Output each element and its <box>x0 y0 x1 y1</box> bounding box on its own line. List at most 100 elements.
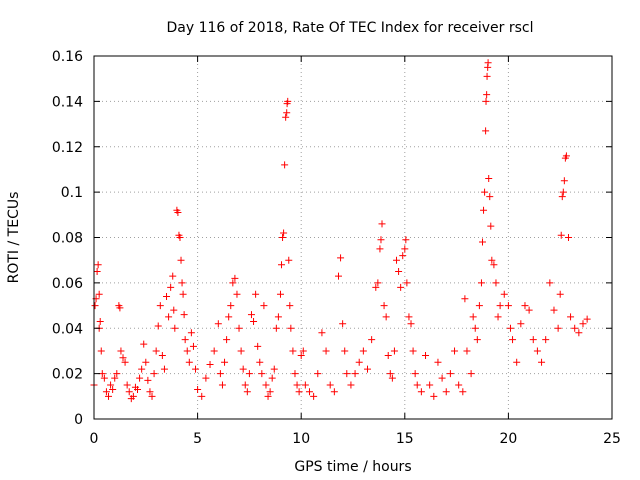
data-point <box>451 347 459 355</box>
data-point <box>285 256 293 264</box>
data-point <box>318 329 326 337</box>
data-point <box>202 374 210 382</box>
data-point <box>422 351 430 359</box>
data-point <box>194 386 202 394</box>
data-point <box>473 336 481 344</box>
data-point <box>322 347 330 355</box>
data-point <box>434 358 442 366</box>
data-point <box>152 347 160 355</box>
data-point <box>347 381 355 389</box>
data-point <box>93 268 101 276</box>
data-point <box>482 127 490 135</box>
data-point <box>189 342 197 350</box>
data-point <box>509 336 517 344</box>
data-point <box>399 252 407 260</box>
data-point <box>185 358 193 366</box>
data-point <box>483 72 491 80</box>
data-point <box>116 304 124 312</box>
data-point <box>295 388 303 396</box>
data-point <box>235 324 243 332</box>
data-point <box>326 381 334 389</box>
chart-title: Day 116 of 2018, Rate Of TEC Index for r… <box>166 20 533 36</box>
data-point <box>417 388 425 396</box>
data-point <box>239 365 247 373</box>
data-point <box>480 206 488 214</box>
data-point <box>95 290 103 298</box>
data-point <box>484 59 492 67</box>
data-point <box>479 238 486 246</box>
data-point <box>475 302 483 310</box>
data-point <box>283 109 291 117</box>
x-tick-label: 25 <box>603 431 621 447</box>
data-point <box>488 256 496 264</box>
data-point <box>140 340 148 348</box>
data-point <box>397 283 405 291</box>
data-point <box>121 358 129 366</box>
data-point <box>247 311 255 319</box>
x-tick-label: 10 <box>292 431 310 447</box>
data-point <box>330 388 338 396</box>
data-point <box>229 279 237 287</box>
y-tick-label: 0.1 <box>61 185 83 201</box>
data-point <box>339 320 347 328</box>
data-point <box>264 392 272 400</box>
data-point <box>492 279 500 287</box>
data-point <box>279 234 287 241</box>
data-point <box>351 370 359 378</box>
data-point <box>167 283 175 291</box>
data-point <box>218 381 226 389</box>
data-point <box>146 388 154 396</box>
data-point <box>117 347 125 355</box>
data-point <box>227 302 235 310</box>
data-point <box>310 392 318 400</box>
x-tick-label: 5 <box>193 431 202 447</box>
data-point <box>407 320 415 328</box>
data-point <box>525 306 533 314</box>
data-point <box>287 324 295 332</box>
data-point <box>538 358 546 366</box>
data-point <box>178 279 186 287</box>
x-tick-label: 0 <box>90 431 99 447</box>
data-point <box>216 370 224 378</box>
data-point <box>438 374 446 382</box>
data-point <box>136 374 144 382</box>
y-axis-title: ROTI / TECUs <box>6 192 22 284</box>
data-point <box>355 358 363 366</box>
data-point <box>163 292 171 300</box>
data-point <box>506 324 514 332</box>
data-point <box>550 306 558 314</box>
data-point <box>513 358 521 366</box>
data-point <box>233 290 241 298</box>
data-point <box>426 381 434 389</box>
data-point <box>258 370 266 378</box>
data-point <box>181 336 189 344</box>
data-point <box>337 254 345 262</box>
data-point <box>583 315 591 323</box>
data-point <box>564 234 572 241</box>
data-point <box>262 381 270 389</box>
data-point <box>409 347 417 355</box>
data-point <box>150 370 158 378</box>
data-point <box>179 290 187 298</box>
data-point <box>125 388 133 396</box>
data-point <box>384 351 392 359</box>
y-tick-label: 0.12 <box>52 140 83 156</box>
data-point <box>210 347 218 355</box>
data-point <box>487 222 495 230</box>
data-point <box>171 324 179 332</box>
data-point <box>245 370 253 378</box>
data-point <box>221 358 229 366</box>
data-point <box>403 279 411 287</box>
data-point <box>380 302 388 310</box>
axes: 0 5 10 15 20 25 0 0.02 0.04 0.06 0.08 0.1 0.12 0.14 0.… <box>52 49 621 447</box>
data-point <box>134 386 142 394</box>
data-point <box>500 290 508 298</box>
data-point <box>187 329 195 337</box>
data-point <box>183 347 191 355</box>
data-point <box>206 361 214 369</box>
data-point <box>463 347 471 355</box>
data-point <box>293 381 301 389</box>
data-point <box>160 365 168 373</box>
data-point <box>268 374 276 382</box>
